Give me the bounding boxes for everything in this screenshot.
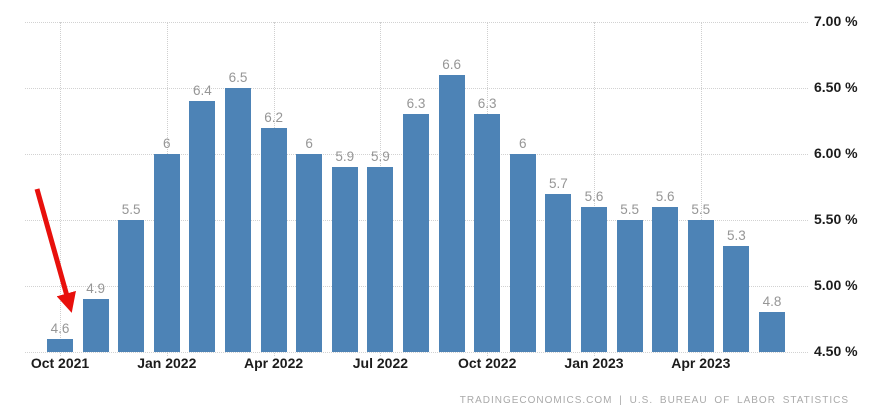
bar-value-label: 6 bbox=[519, 136, 527, 151]
bar-mar-2022[interactable] bbox=[225, 88, 251, 352]
bar-value-label: 6.4 bbox=[193, 83, 212, 99]
bar-dec-2022[interactable] bbox=[545, 193, 572, 352]
x-axis-label: Oct 2022 bbox=[458, 355, 517, 371]
bar-mar-2023[interactable] bbox=[652, 206, 679, 352]
bar-value-label: 6.3 bbox=[406, 96, 426, 112]
bar-feb-2023[interactable] bbox=[616, 220, 643, 352]
bar-nov-2021[interactable] bbox=[82, 299, 109, 352]
bar-may-2023[interactable] bbox=[723, 246, 750, 352]
bar-value-label: 4.8 bbox=[762, 294, 782, 310]
h-gridline bbox=[25, 88, 808, 89]
h-gridline bbox=[25, 22, 808, 23]
x-axis-label: Apr 2022 bbox=[244, 355, 304, 371]
y-axis-label: 5.50 % bbox=[814, 211, 858, 227]
bar-value-label: 4.6 bbox=[50, 320, 70, 336]
bar-jun-2023[interactable] bbox=[759, 312, 785, 352]
bar-value-label: 6 bbox=[163, 136, 171, 151]
x-axis-label: Jul 2022 bbox=[352, 355, 409, 371]
bar-feb-2022[interactable] bbox=[189, 101, 216, 352]
bar-jan-2023[interactable] bbox=[581, 206, 607, 352]
bar-nov-2022[interactable] bbox=[509, 154, 536, 352]
bar-value-label: 5.5 bbox=[691, 202, 711, 217]
bar-value-label: 6.2 bbox=[264, 109, 283, 125]
x-axis-label: Jan 2022 bbox=[137, 355, 197, 371]
y-axis-label: 7.00 % bbox=[814, 13, 858, 29]
bar-jan-2022[interactable] bbox=[153, 154, 180, 352]
x-axis-label: Oct 2021 bbox=[30, 355, 90, 371]
bar-apr-2023[interactable] bbox=[687, 220, 714, 352]
y-axis-label: 4.50 % bbox=[814, 343, 858, 359]
bar-oct-2022[interactable] bbox=[474, 114, 501, 352]
bar-value-label: 5.3 bbox=[727, 228, 746, 244]
source-credit: TRADINGECONOMICS.COM | U.S. BUREAU OF LA… bbox=[459, 395, 849, 406]
h-gridline bbox=[25, 352, 808, 353]
bar-value-label: 6 bbox=[305, 136, 313, 151]
bar-value-label: 5.6 bbox=[584, 188, 604, 204]
bar-sep-2022[interactable] bbox=[438, 74, 465, 352]
v-gridline bbox=[700, 22, 702, 356]
y-axis-label: 5.00 % bbox=[814, 277, 858, 293]
bar-jul-2022[interactable] bbox=[367, 167, 394, 352]
bar-aug-2022[interactable] bbox=[403, 114, 429, 352]
plot-area: 4.6 4.9 5.5 6 6.4 6.5 6.2 6 5.9 5.9 6.3 6.6 6.3 6 5.7 5… bbox=[25, 22, 808, 356]
bar-dec-2021[interactable] bbox=[118, 220, 145, 352]
bar-jun-2022[interactable] bbox=[331, 167, 358, 352]
bar-value-label: 4.9 bbox=[86, 281, 105, 297]
bar-value-label: 5.6 bbox=[655, 188, 675, 204]
bar-value-label: 6.6 bbox=[442, 56, 461, 72]
bar-value-label: 5.9 bbox=[371, 149, 390, 165]
bar-apr-2022[interactable] bbox=[260, 127, 287, 352]
bar-value-label: 6.3 bbox=[477, 96, 497, 112]
v-gridline bbox=[594, 22, 595, 356]
x-axis-label: Jan 2023 bbox=[564, 355, 624, 371]
bar-value-label: 5.5 bbox=[620, 202, 639, 217]
y-axis-label: 6.00 % bbox=[814, 145, 858, 161]
bar-value-label: 6.5 bbox=[228, 70, 248, 85]
bar-value-label: 5.7 bbox=[549, 175, 568, 191]
y-axis-label: 6.50 % bbox=[814, 79, 858, 95]
x-axis-label: Apr 2023 bbox=[671, 355, 731, 371]
bar-value-label: 5.5 bbox=[121, 202, 141, 217]
bar-value-label: 5.9 bbox=[335, 149, 355, 165]
bar-oct-2021[interactable] bbox=[47, 338, 73, 352]
bar-may-2022[interactable] bbox=[296, 154, 323, 352]
v-gridline bbox=[60, 22, 61, 356]
